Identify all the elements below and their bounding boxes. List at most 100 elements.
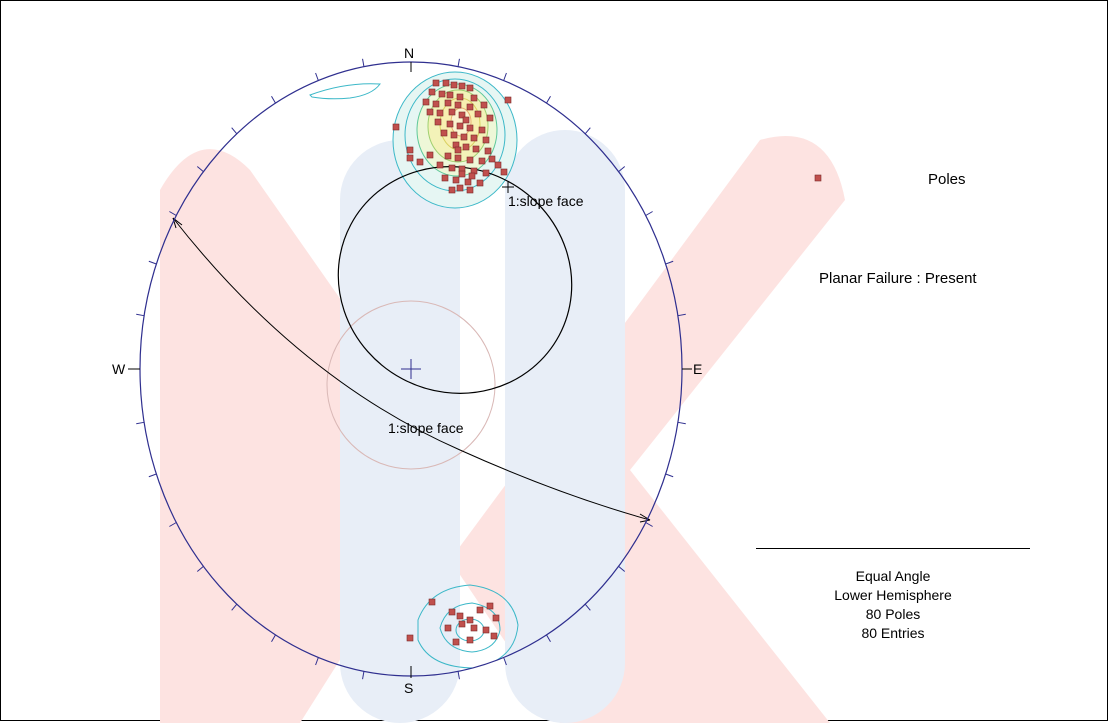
degree-tick xyxy=(645,522,653,527)
pole-marker xyxy=(478,157,486,165)
pole-marker xyxy=(456,122,464,130)
pole-marker xyxy=(460,133,468,141)
pole-marker xyxy=(448,186,456,194)
degree-tick xyxy=(546,634,551,643)
pole-marker xyxy=(486,114,494,122)
pole-marker xyxy=(482,136,490,144)
degree-tick xyxy=(503,657,507,666)
pole-marker xyxy=(442,79,450,87)
degree-tick xyxy=(315,657,319,666)
pole-marker xyxy=(486,602,494,610)
pole-marker xyxy=(484,147,492,155)
pole-marker xyxy=(458,111,466,119)
pole-marker xyxy=(438,90,446,98)
pole-marker xyxy=(426,151,434,159)
compass-west: W xyxy=(112,361,126,377)
pole-marker xyxy=(434,118,442,126)
pole-marker xyxy=(450,81,458,89)
degree-tick xyxy=(665,260,674,265)
pole-marker xyxy=(490,632,498,640)
degree-tick xyxy=(362,671,365,680)
pole-marker xyxy=(406,146,414,154)
compass-east: E xyxy=(693,361,702,377)
watermark-blue-bar-left xyxy=(340,140,460,723)
degree-tick xyxy=(315,72,319,81)
degree-tick xyxy=(231,127,238,135)
degree-tick xyxy=(136,313,145,317)
pole-marker xyxy=(478,126,486,134)
pole-marker xyxy=(492,614,500,622)
pole-marker xyxy=(482,626,490,634)
poles-legend-marker xyxy=(814,174,822,182)
degree-tick xyxy=(271,634,276,643)
degree-tick xyxy=(503,72,507,81)
slope-face-pole-cross-icon xyxy=(502,181,514,193)
pole-marker xyxy=(432,79,440,87)
pole-marker xyxy=(448,608,456,616)
pole-marker xyxy=(488,155,496,163)
pole-marker xyxy=(494,161,502,169)
degree-tick xyxy=(665,473,674,478)
pole-marker xyxy=(466,186,474,194)
degree-tick xyxy=(169,211,177,216)
planar-failure-status: Planar Failure : Present xyxy=(819,270,977,287)
pole-marker xyxy=(466,616,474,624)
pole-marker xyxy=(468,172,476,180)
pole-marker xyxy=(454,154,462,162)
pole-marker xyxy=(500,168,508,176)
pole-marker xyxy=(472,145,480,153)
degree-tick xyxy=(169,522,177,527)
pole-marker xyxy=(458,170,466,178)
slope-face-plane-label: 1:slope face xyxy=(388,420,464,436)
pole-marker xyxy=(504,96,512,104)
pole-marker xyxy=(462,116,470,124)
degree-tick xyxy=(196,166,204,173)
degree-tick xyxy=(457,671,460,680)
degree-tick xyxy=(645,211,653,216)
compass-south: S xyxy=(404,680,413,696)
contour-south-outer xyxy=(417,584,519,669)
degree-tick xyxy=(677,313,686,317)
pole-marker xyxy=(422,98,430,106)
pole-marker xyxy=(448,108,456,116)
pole-marker xyxy=(466,636,474,644)
degree-tick xyxy=(148,260,157,265)
pole-marker xyxy=(406,154,414,162)
poles-legend-label: Poles xyxy=(928,171,966,188)
slope-face-great-circle xyxy=(172,217,651,521)
degree-tick xyxy=(148,473,157,478)
hemisphere-type: Lower Hemisphere xyxy=(834,587,952,603)
pole-marker xyxy=(456,612,464,620)
pole-marker xyxy=(458,82,466,90)
pole-marker xyxy=(440,129,448,137)
pole-marker xyxy=(436,109,444,117)
pole-marker xyxy=(452,638,460,646)
pole-marker xyxy=(466,84,474,92)
pole-marker xyxy=(416,158,424,166)
pole-marker xyxy=(444,624,452,632)
compass-north: N xyxy=(404,45,414,61)
pole-marker xyxy=(480,101,488,109)
degree-tick xyxy=(457,58,460,67)
degree-tick xyxy=(618,166,626,173)
pole-marker xyxy=(454,101,462,109)
degree-tick xyxy=(362,58,365,67)
pole-marker xyxy=(428,598,436,606)
pole-marker xyxy=(466,156,474,164)
center-cross-icon xyxy=(401,359,421,379)
degree-tick xyxy=(136,421,145,425)
degree-tick xyxy=(271,95,276,104)
watermark-blue-bar-right xyxy=(505,130,625,723)
pole-marker xyxy=(476,179,484,187)
pole-marker xyxy=(428,88,436,96)
pole-marker xyxy=(458,620,466,628)
pole-marker xyxy=(450,131,458,139)
degree-tick xyxy=(584,127,591,135)
projection-info: Equal Angle Lower Hemisphere 80 Poles 80… xyxy=(756,548,1030,643)
pole-marker xyxy=(470,624,478,632)
contour-northwest-lobe xyxy=(309,83,381,100)
pole-marker xyxy=(441,174,449,182)
pole-marker xyxy=(436,161,444,169)
pole-marker xyxy=(482,169,490,177)
